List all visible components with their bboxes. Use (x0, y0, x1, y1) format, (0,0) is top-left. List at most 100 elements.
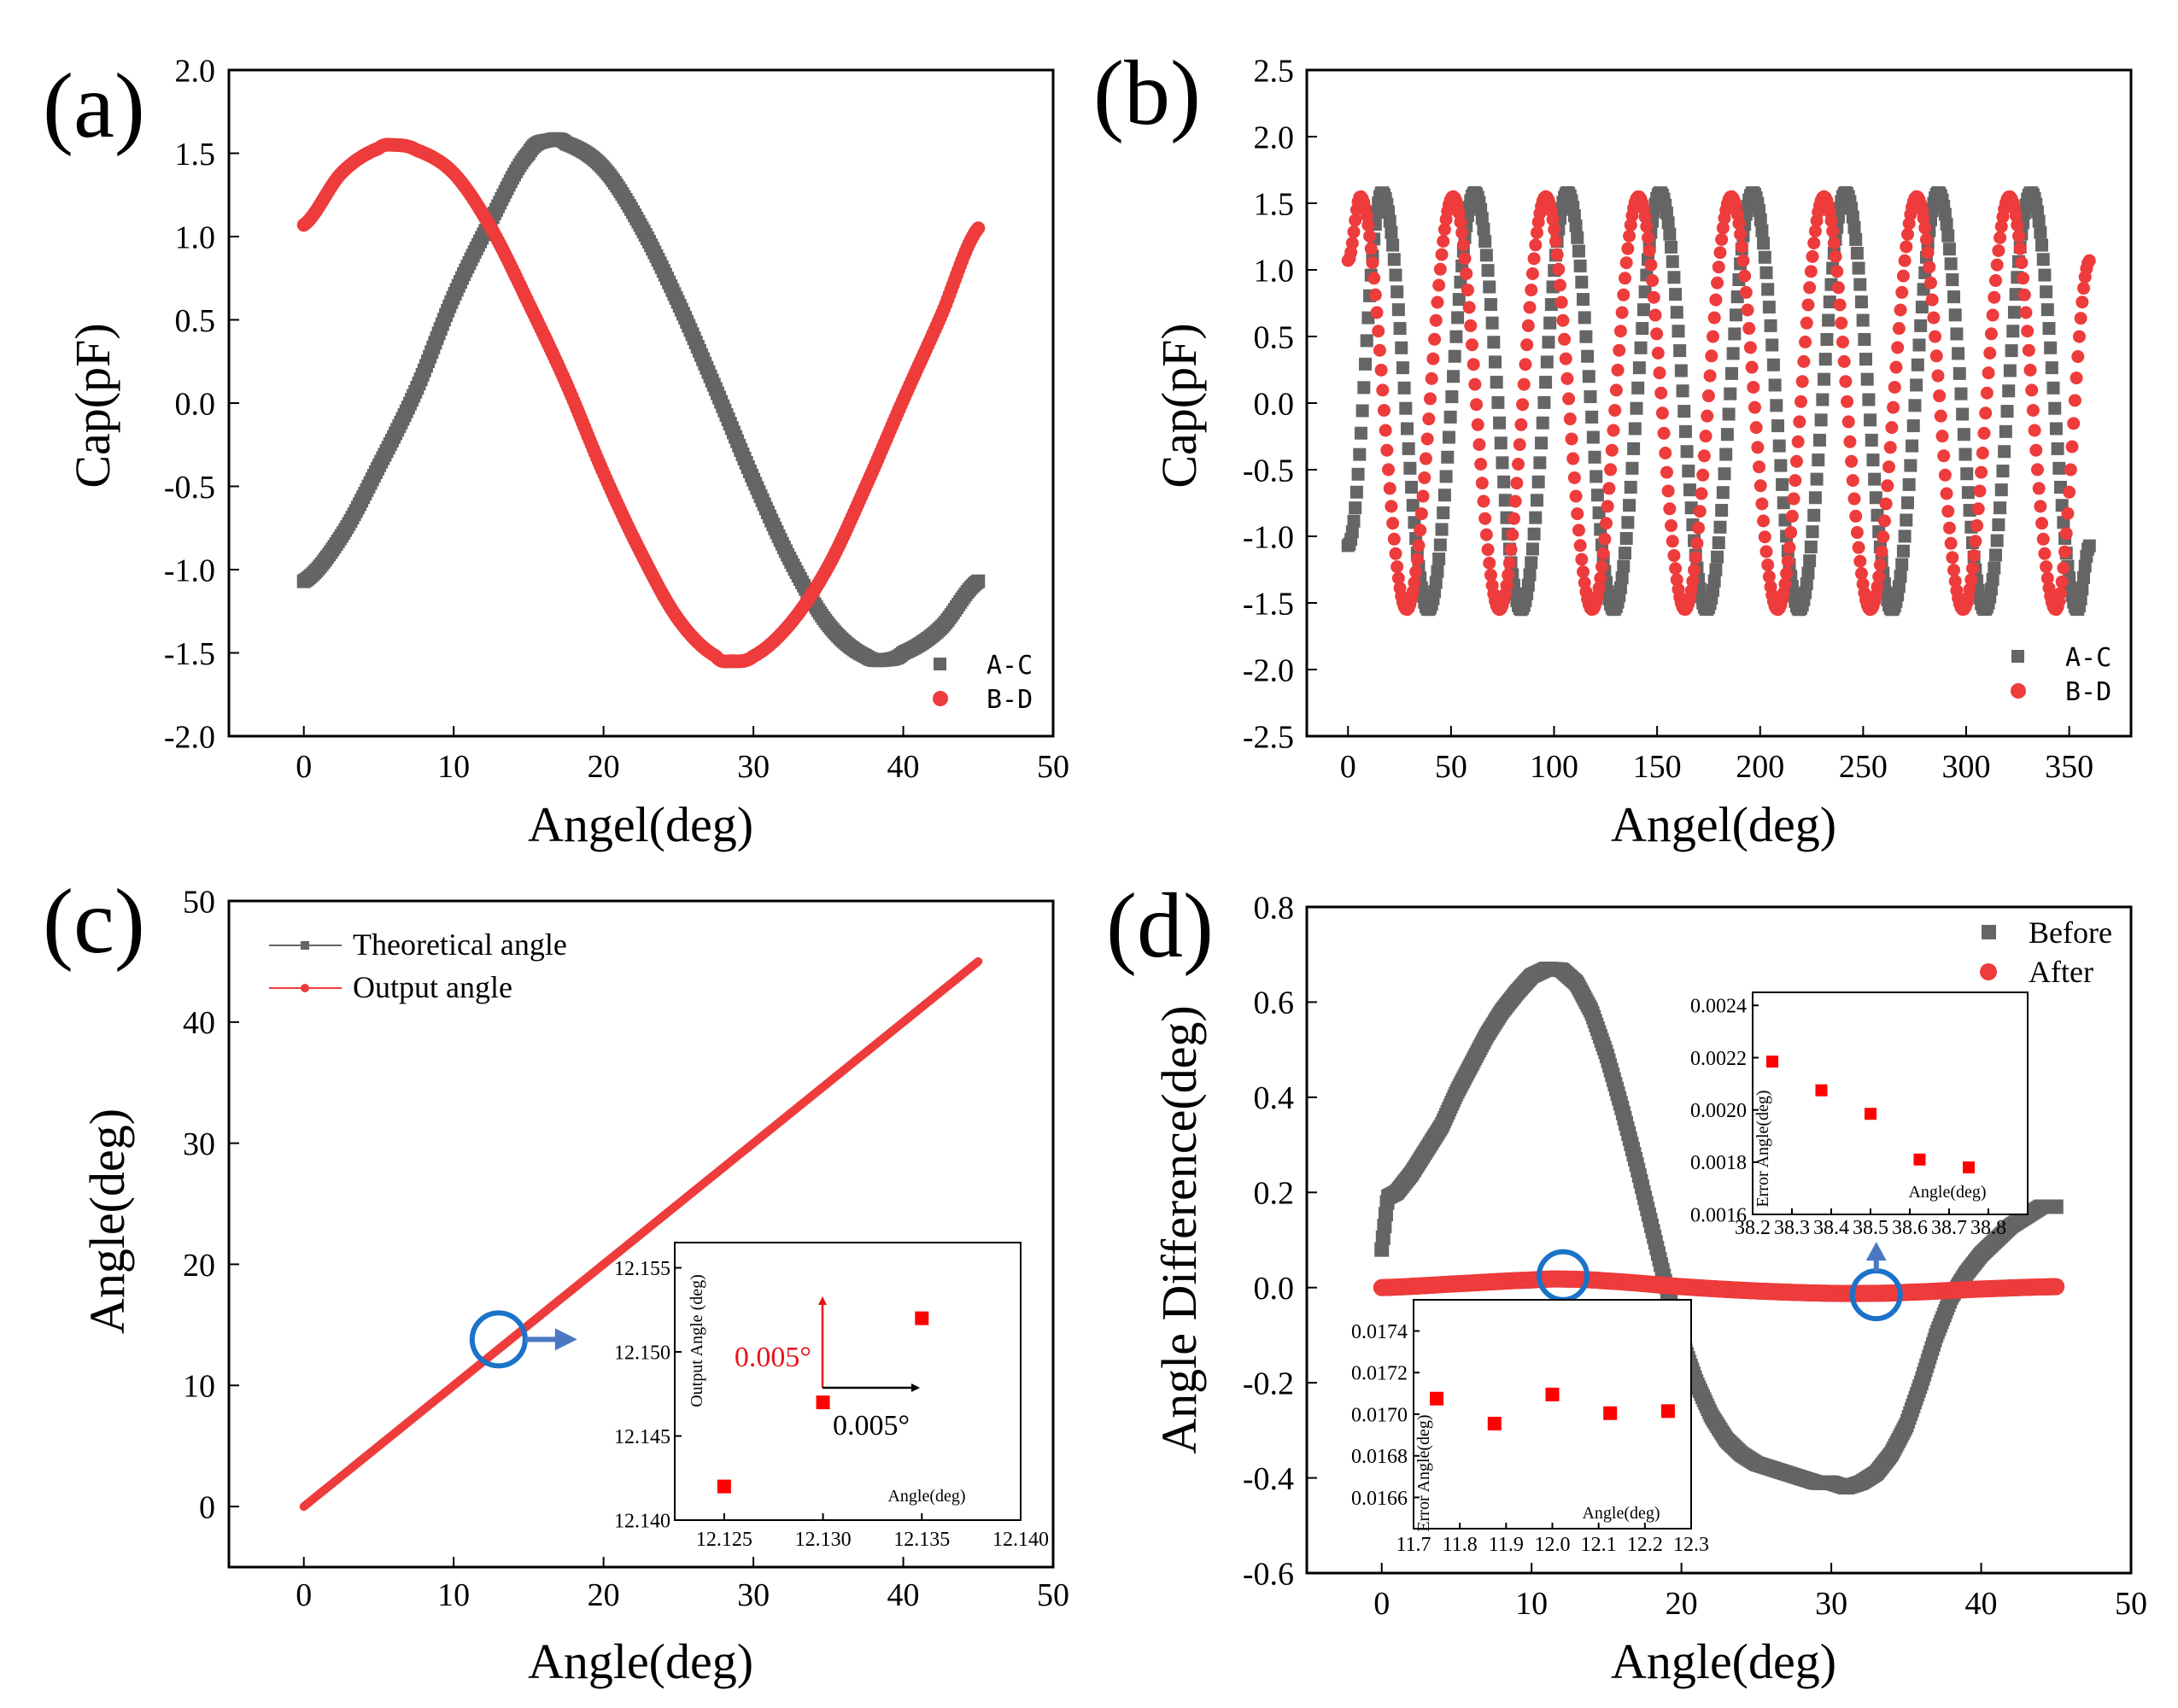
series-bd-marker-b (2026, 403, 2040, 417)
series-ac-marker-b (1718, 467, 1731, 481)
series-bd-marker-b (1422, 412, 1436, 426)
series-bd-marker-b (1963, 582, 1976, 596)
series-bd-marker-b (1891, 341, 1905, 354)
series-ac-marker-b (1448, 349, 1461, 363)
series-bd-marker-b (1947, 564, 1961, 577)
panel-a-ytick-label: -2.0 (164, 719, 215, 755)
series-bd-marker-b (1642, 243, 1656, 257)
series-bd-marker-b (1837, 354, 1851, 368)
series-ac-marker-b (1345, 525, 1359, 539)
panel-d-ytick-label: -0.4 (1243, 1461, 1294, 1497)
panel-b-xtick-label: 50 (1435, 749, 1467, 785)
series-bd-marker-b (1648, 308, 1662, 322)
series-bd-marker-b (1745, 360, 1759, 374)
series-ac-marker-b (1911, 358, 1924, 371)
series-bd-marker-b (1747, 380, 1760, 394)
series-bd-marker-b (1824, 214, 1838, 228)
panel-b-series (1341, 186, 2096, 617)
series-bd-marker-b (1530, 225, 1543, 239)
series-ac-marker-b (1771, 419, 1784, 433)
panel-b-ytick-label: -0.5 (1243, 453, 1294, 488)
series-ac-marker-b (1672, 325, 1685, 338)
series-bd-marker-b (2061, 506, 2075, 520)
series-ac-marker-b (1770, 399, 1783, 412)
series-ac-marker-b (1588, 450, 1601, 464)
series-ac-marker-b (1994, 501, 2007, 515)
legend-marker-bd (933, 691, 948, 706)
series-ac-marker-b (1822, 313, 1835, 327)
series-bd-marker-b (1600, 517, 1613, 530)
series-bd-marker (971, 221, 986, 236)
series-ac-marker-b (1447, 370, 1461, 383)
series-bd-marker-b (1598, 532, 1612, 546)
series-ac-marker-b (1678, 424, 1692, 438)
inset-c-point (915, 1311, 929, 1325)
series-bd-marker-b (1944, 536, 1958, 550)
series-bd-marker-b (1925, 293, 1939, 307)
panel-c-ytick-label: 20 (183, 1248, 215, 1284)
series-bd-marker-b (1525, 266, 1539, 280)
panel-c-series (299, 956, 983, 1512)
series-ac-marker-b (1862, 393, 1876, 407)
series-bd-marker-b (1640, 219, 1654, 233)
panel-b-ytick-label: -1.0 (1243, 519, 1294, 555)
inset-bottom-points (1430, 1387, 1675, 1430)
series-bd-marker-b (1778, 577, 1792, 591)
series-bd-marker-b (1592, 582, 1606, 595)
series-ac-marker-b (2042, 322, 2056, 336)
series-ac-marker-b (1754, 213, 1767, 226)
panel-d-xtick-label: 10 (1515, 1586, 1548, 1622)
series-ac-marker-b (1483, 280, 1496, 294)
series-bd-marker-b (1618, 272, 1631, 285)
series-bd-marker-b (1921, 246, 1935, 260)
series-bd-marker-b (1973, 484, 1987, 498)
series-ac-marker-b (1525, 542, 1539, 556)
series-ac-marker-b (1801, 566, 1815, 580)
series-ac-marker-b (1432, 552, 1446, 565)
series-bd-marker-b (1549, 235, 1562, 249)
series-bd-marker-b (1785, 509, 1799, 523)
series-bd-marker-b (1617, 288, 1631, 301)
inset-d-top-xtick-label: 38.8 (1970, 1217, 2006, 1239)
inset-horizontal-annotation: 0.005° (833, 1410, 910, 1442)
inset-c-xtick-label: 12.130 (795, 1529, 852, 1551)
series-ac-marker-b (2007, 306, 2021, 319)
series-bd-marker-b (1742, 322, 1756, 336)
panel-a-ytick-label: -0.5 (164, 470, 215, 506)
panel-a-ytick-label: 2.0 (175, 53, 216, 89)
series-ac-marker-b (1391, 285, 1404, 299)
series-bd-marker-b (2023, 363, 2037, 377)
series-bd-marker-b (1550, 248, 1564, 261)
series-bd-marker-b (1699, 430, 1713, 443)
series-bd-marker-b (1854, 567, 1868, 581)
series-ac-marker-b (1385, 225, 1398, 239)
series-bd-marker-b (2012, 229, 2026, 243)
series-bd-marker-b (1942, 521, 1956, 535)
series-bd-marker-b (1835, 335, 1849, 348)
series-bd-marker-b (1803, 281, 1817, 295)
series-bd-marker-b (1554, 295, 1568, 309)
series-bd-marker-b (1455, 225, 1469, 239)
panel-c: (c) Angle(deg) Angle(deg) 0 10 20 30 40 50 0 10… (43, 871, 1069, 1689)
series-bd-marker-b (2013, 242, 2027, 255)
series-bd-marker-b (1827, 237, 1841, 250)
series-bd-marker-b (1665, 518, 1678, 532)
series-bd-marker-b (1875, 545, 1888, 559)
series-bd-marker-b (1508, 494, 1522, 508)
series-bd-marker-b (1409, 565, 1423, 579)
series-bd-marker-b (2025, 383, 2039, 397)
series-bd-marker-b (1889, 360, 1903, 374)
series-bd-marker-b (1964, 573, 1978, 587)
series-ac-marker-b (1852, 261, 1865, 275)
panel-c-xtick-label: 40 (887, 1577, 920, 1613)
series-bd-marker-b (1900, 227, 1914, 241)
series-bd-marker-b (1751, 441, 1765, 454)
series-ac-marker-b (1712, 536, 1725, 550)
panel-a-legend: A-C B-D (933, 651, 1033, 715)
legend-label-theoretical: Theoretical angle (353, 927, 567, 962)
panel-a-ytick-label: 0.0 (175, 386, 216, 422)
inset-c-ytick-label: 12.155 (614, 1258, 670, 1280)
series-ac-marker-b (1713, 520, 1727, 534)
inset-d-bottom-xtick-label: 11.8 (1443, 1534, 1478, 1556)
series-ac-marker-b (1582, 370, 1595, 383)
